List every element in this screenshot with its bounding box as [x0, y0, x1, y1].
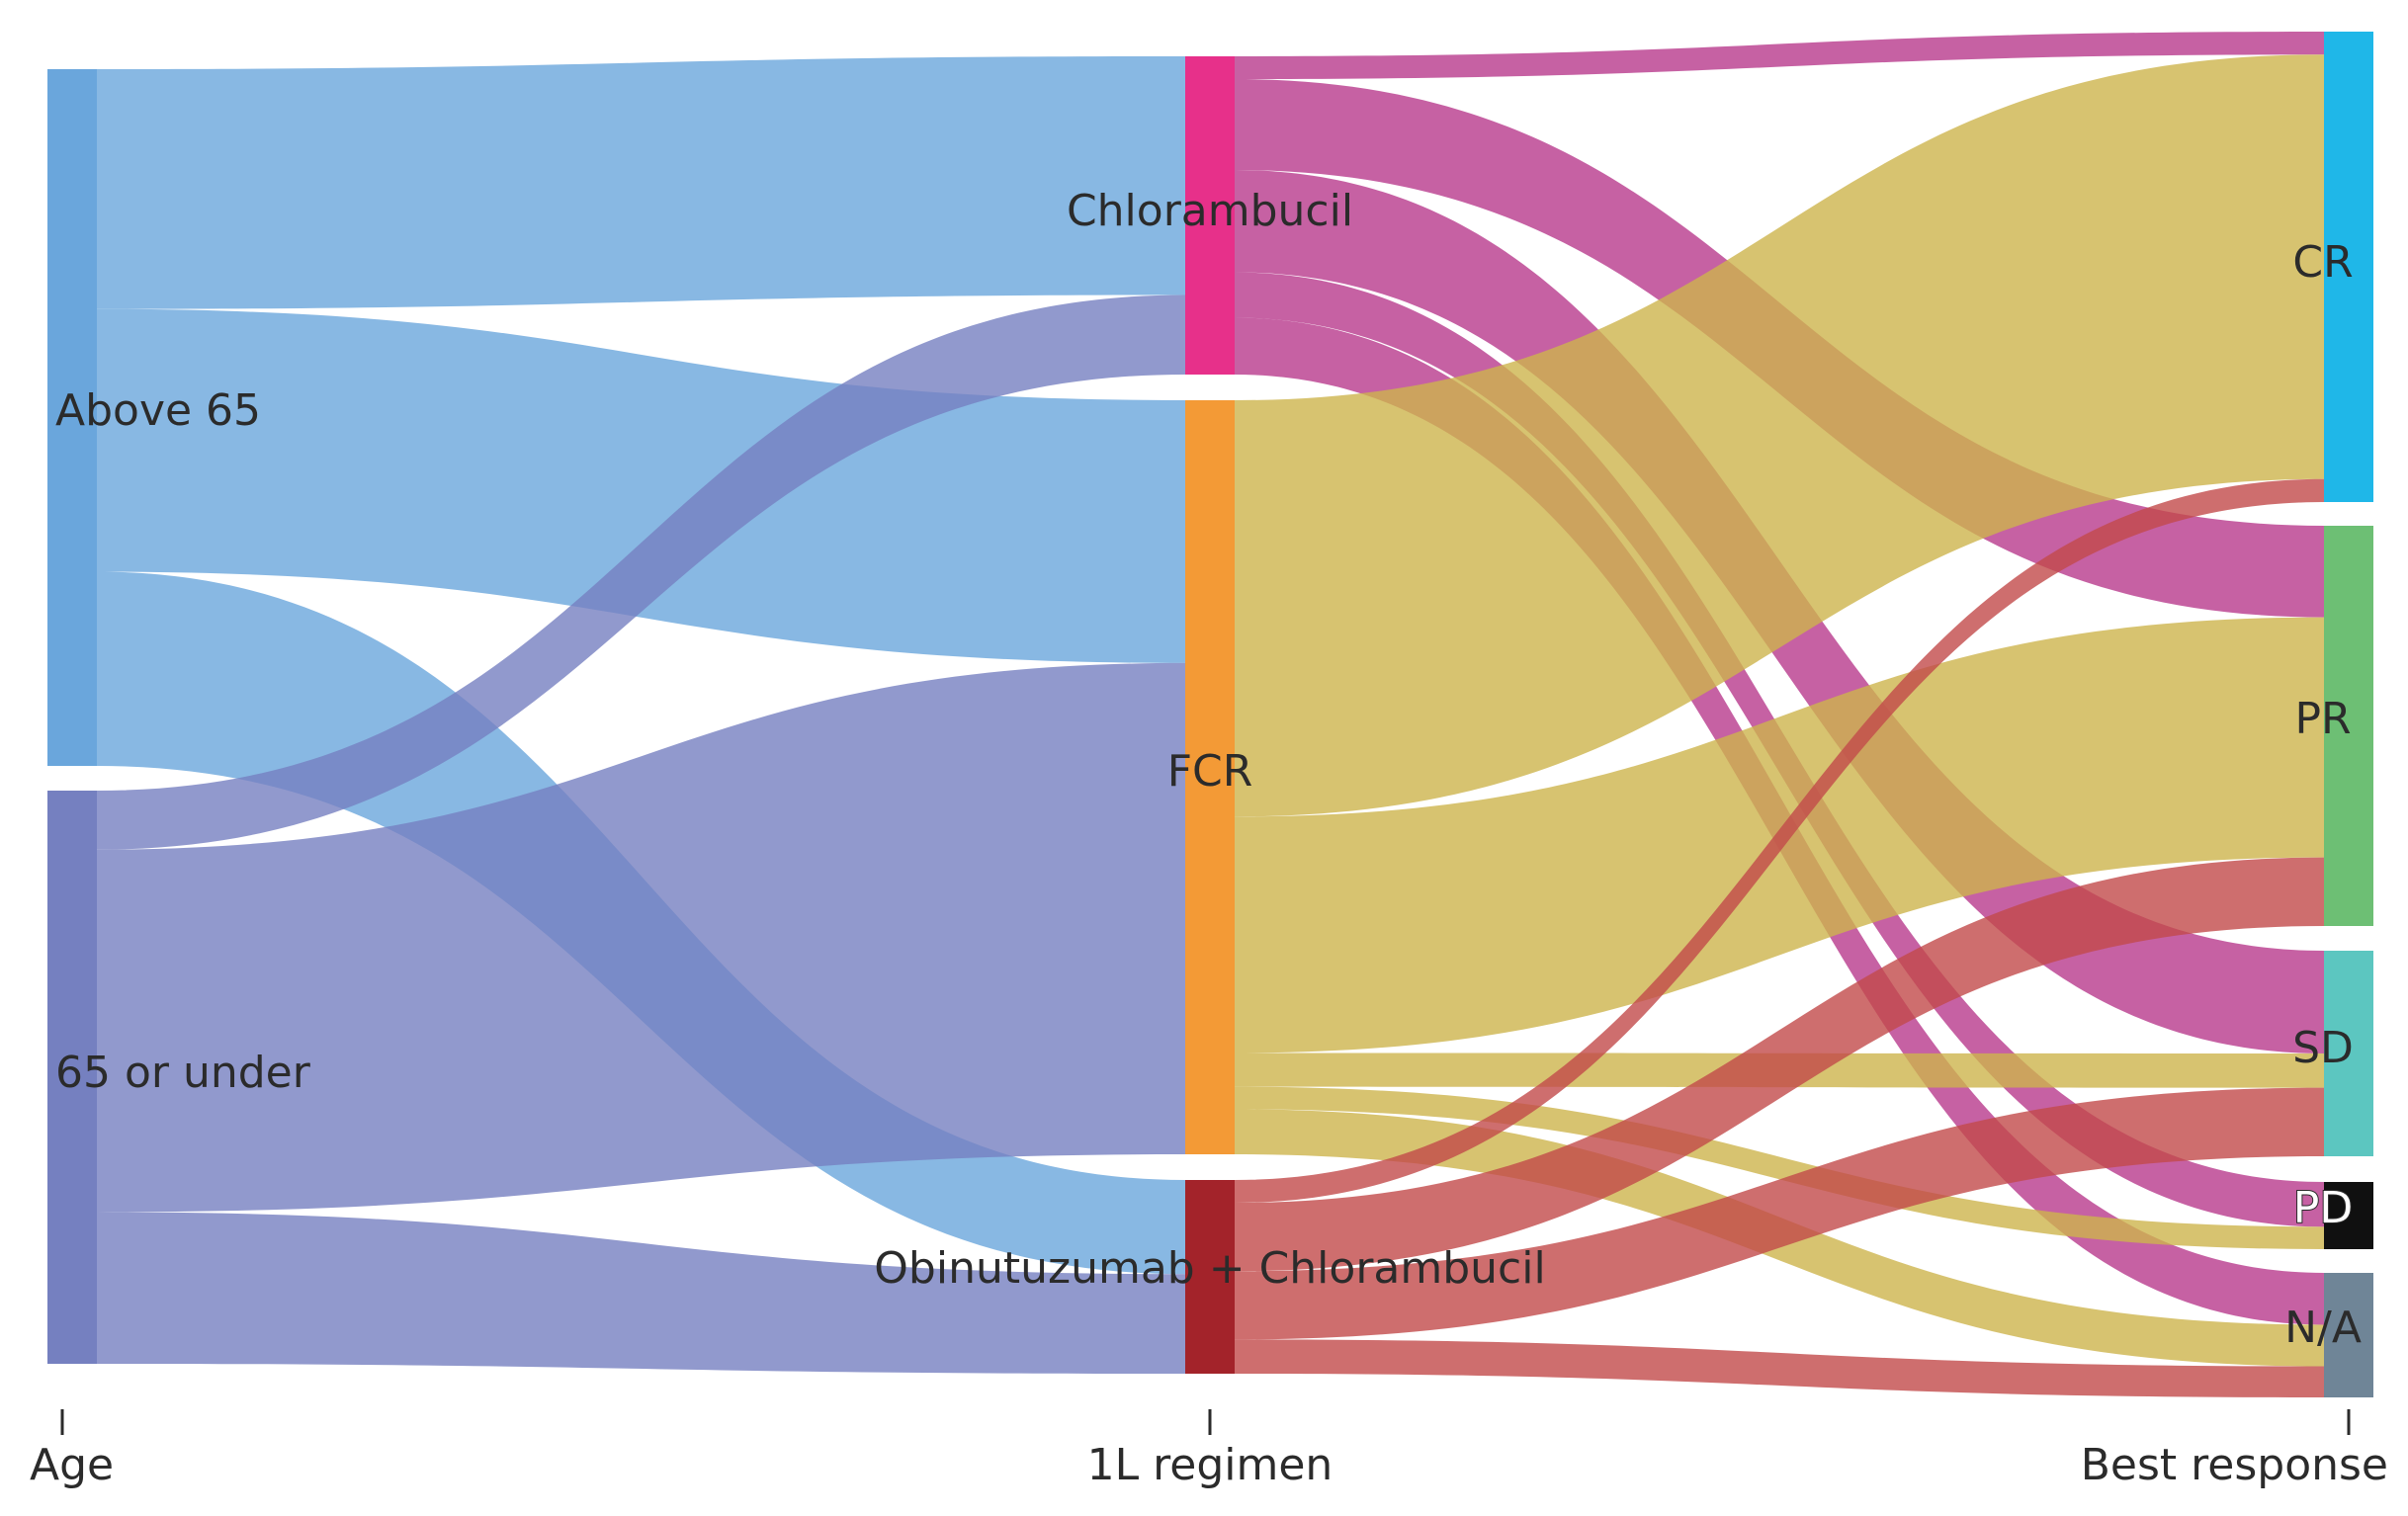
- node-chlorambucil: [1185, 56, 1235, 375]
- link-65-or-under-to-fcr: [97, 662, 1185, 1213]
- sankey-axes: Age 1L regimen Best response: [30, 1409, 2388, 1490]
- label-chlorambucil: Chlorambucil: [1067, 186, 1353, 236]
- node-pr: [2324, 526, 2373, 926]
- axis-label-regimen: 1L regimen: [1087, 1440, 1333, 1490]
- label-na: N/A: [2284, 1303, 2362, 1353]
- node-sd: [2324, 951, 2373, 1156]
- label-above-65: Above 65: [55, 385, 261, 436]
- link-above-65-to-chlorambucil: [97, 56, 1185, 309]
- node-obinutuzumab-chlorambucil: [1185, 1180, 1235, 1374]
- node-na: [2324, 1273, 2373, 1397]
- node-fcr: [1185, 400, 1235, 1154]
- label-sd: SD: [2292, 1023, 2354, 1073]
- link-obinutuzumab-chlorambucil-to-cr: [1235, 478, 2324, 1204]
- link-obinutuzumab-chlorambucil-to-n-a: [1235, 1339, 2324, 1397]
- sankey-labels: Above 65 65 or under Chlorambucil FCR Ob…: [55, 186, 2362, 1353]
- link-fcr-to-pd: [1235, 1086, 2324, 1249]
- link-fcr-to-cr: [1235, 54, 2324, 817]
- sankey-links: [97, 32, 2324, 1397]
- link-65-or-under-to-chlorambucil: [97, 295, 1185, 850]
- node-cr: [2324, 32, 2373, 502]
- sankey-nodes: [47, 32, 2373, 1397]
- link-obinutuzumab-chlorambucil-to-sd: [1235, 1087, 2324, 1340]
- node-65-or-under: [47, 791, 97, 1364]
- axis-label-response: Best response: [2081, 1440, 2388, 1490]
- axis-label-age: Age: [30, 1440, 114, 1490]
- node-above-65: [47, 69, 97, 766]
- label-pr: PR: [2294, 694, 2351, 744]
- label-65-or-under: 65 or under: [55, 1048, 311, 1098]
- node-pd: [2324, 1182, 2373, 1249]
- label-fcr: FCR: [1167, 746, 1253, 797]
- label-cr: CR: [2292, 237, 2353, 288]
- link-chlorambucil-to-cr: [1235, 32, 2324, 79]
- label-pd: PD: [2293, 1183, 2353, 1233]
- link-65-or-under-to-obinutuzumab-chlorambucil: [97, 1212, 1185, 1374]
- label-obinutuzumab-chlorambucil: Obinutuzumab + Chlorambucil: [874, 1243, 1545, 1294]
- link-obinutuzumab-chlorambucil-to-pr: [1235, 857, 2324, 1272]
